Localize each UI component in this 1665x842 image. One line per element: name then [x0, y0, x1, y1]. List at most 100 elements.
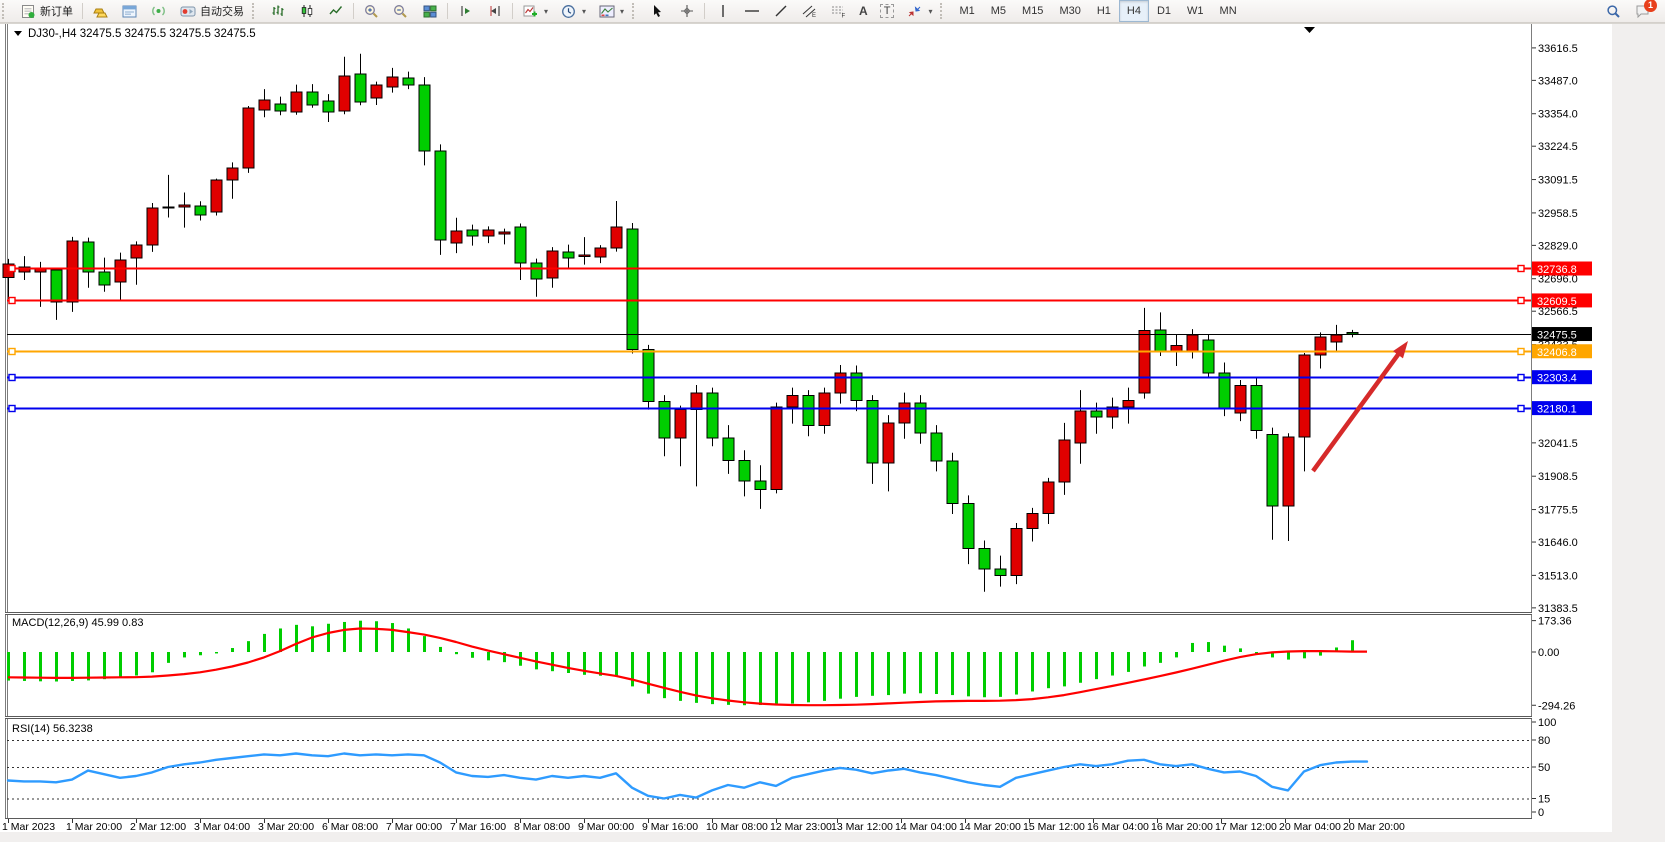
- bar-chart-button[interactable]: [263, 0, 292, 23]
- hline-handle[interactable]: [8, 264, 16, 273]
- price-level-label: 32180.1: [1537, 404, 1577, 416]
- vertical-line-button[interactable]: [708, 0, 737, 23]
- hline-handle[interactable]: [8, 347, 16, 356]
- price-tick-label: 32566.5: [1538, 306, 1578, 318]
- candle-body-up: [498, 231, 511, 235]
- timeframe-h4[interactable]: H4: [1118, 0, 1149, 22]
- signals-button[interactable]: [144, 0, 173, 23]
- candlestick-chart-button[interactable]: [292, 0, 321, 23]
- timeframe-m5[interactable]: M5: [990, 5, 1007, 17]
- clock-icon: [560, 3, 577, 20]
- crosshair-button[interactable]: [672, 0, 701, 23]
- deposit-button[interactable]: [86, 0, 115, 23]
- candle-body-up: [338, 75, 351, 112]
- candle-body-up: [770, 406, 783, 490]
- timeframe-h1[interactable]: H1: [1096, 5, 1111, 17]
- text-label-button[interactable]: T: [874, 0, 901, 23]
- timeframe-d1[interactable]: D1: [1156, 5, 1172, 17]
- rsi-axis-label: 15: [1538, 794, 1550, 806]
- time-tick-label: 7 Mar 00:00: [386, 821, 442, 833]
- notifications-button[interactable]: 1: [1628, 0, 1657, 23]
- auto-trading-icon: [179, 3, 196, 20]
- trendline-icon: [772, 3, 789, 20]
- price-tick-label: 33616.5: [1538, 43, 1578, 55]
- timeframe-m1[interactable]: M1: [959, 5, 975, 17]
- tile-windows-button[interactable]: [415, 0, 444, 23]
- trendline-button[interactable]: [766, 0, 795, 23]
- terminal-button[interactable]: [115, 0, 144, 23]
- time-tick-label: 12 Mar 23:00: [770, 821, 832, 833]
- toolbar-grip[interactable]: [2, 3, 11, 19]
- terminal-window-icon: [121, 3, 138, 20]
- auto-scroll-icon: [457, 3, 474, 20]
- channel-button[interactable]: E: [795, 0, 824, 23]
- timeframe-m15[interactable]: M15: [1022, 5, 1044, 17]
- chart-menu-triangle[interactable]: [14, 31, 22, 36]
- price-tick-label: 32829.0: [1538, 240, 1578, 252]
- time-tick-label: 9 Mar 00:00: [578, 821, 634, 833]
- zoom-in-button[interactable]: [357, 0, 386, 23]
- candle-body-down: [1266, 433, 1279, 507]
- candle-body-up: [1026, 512, 1039, 529]
- price-level-label: 32609.5: [1537, 296, 1577, 308]
- auto-trading-button[interactable]: 自动交易: [173, 0, 250, 23]
- hline-handle[interactable]: [8, 373, 16, 382]
- candle-body-up: [1106, 406, 1119, 418]
- timeframe-w1[interactable]: W1: [1187, 5, 1204, 17]
- search-button[interactable]: [1599, 0, 1628, 23]
- chart-canvas[interactable]: DJ30-,H4 32475.5 32475.5 32475.5 32475.5…: [0, 22, 1665, 842]
- hline-handle[interactable]: [8, 404, 16, 413]
- zoom-out-button[interactable]: [386, 0, 415, 23]
- timeframe-mn[interactable]: MN: [1219, 5, 1237, 17]
- price-axis[interactable]: 33616.5 33487.0 33354.0 33224.5 33091.5 32958…: [1532, 43, 1592, 615]
- candle-body-up: [210, 179, 223, 213]
- time-tick-label: 20 Mar 04:00: [1279, 821, 1341, 833]
- hline-handle[interactable]: [1517, 264, 1525, 273]
- timeframe-m30[interactable]: M30: [1059, 5, 1081, 17]
- time-tick-label: 7 Mar 16:00: [450, 821, 506, 833]
- toolbar-grip[interactable]: [940, 3, 949, 19]
- new-order-icon: [19, 3, 36, 20]
- candle-body-up: [1058, 439, 1071, 483]
- hline-handle[interactable]: [8, 296, 16, 305]
- indicators-button[interactable]: ▾: [516, 0, 554, 23]
- line-chart-button[interactable]: [321, 0, 350, 23]
- new-order-button[interactable]: 新订单: [13, 0, 79, 23]
- candle-body-up: [386, 76, 399, 88]
- candle-body-down: [738, 459, 751, 482]
- horizontal-line-button[interactable]: [737, 0, 766, 23]
- text-button[interactable]: A: [853, 0, 874, 23]
- candle-body-up: [1314, 336, 1327, 356]
- chart-shift-button[interactable]: [480, 0, 509, 23]
- hline-handle[interactable]: [1517, 296, 1525, 305]
- candle-body-down: [930, 432, 943, 462]
- toolbar-grip[interactable]: [252, 3, 261, 19]
- hline-handle[interactable]: [1517, 373, 1525, 382]
- trend-arrow[interactable]: [1311, 341, 1408, 473]
- candle-body-up: [242, 107, 255, 169]
- hline-handle[interactable]: [1517, 347, 1525, 356]
- fibonacci-button[interactable]: F: [824, 0, 853, 23]
- time-axis[interactable]: 1 Mar 2023 1 Mar 20:00 2 Mar 12:00 3 Mar 04…: [2, 819, 1405, 833]
- periods-button[interactable]: ▾: [554, 0, 592, 23]
- price-tick-label: 33091.5: [1538, 175, 1578, 187]
- crosshair-icon: [678, 3, 695, 20]
- time-tick-label: 16 Mar 04:00: [1087, 821, 1149, 833]
- candle-body-down: [434, 150, 447, 241]
- chart-scroll-marker[interactable]: [1304, 27, 1315, 33]
- toolbar-separator: [704, 3, 706, 19]
- hline-handle[interactable]: [1517, 404, 1525, 413]
- time-tick-label: 2 Mar 12:00: [130, 821, 186, 833]
- rsi-axis-label: 0: [1538, 807, 1544, 819]
- arrows-button[interactable]: ▾: [900, 0, 938, 23]
- auto-scroll-button[interactable]: [451, 0, 480, 23]
- templates-button[interactable]: ▾: [592, 0, 630, 23]
- time-tick-label: 15 Mar 12:00: [1023, 821, 1085, 833]
- toolbar-grip[interactable]: [632, 3, 641, 19]
- candle-body-up: [898, 402, 911, 424]
- cursor-button[interactable]: [643, 0, 672, 23]
- new-order-label: 新订单: [40, 6, 73, 18]
- candle-body-down: [962, 502, 975, 550]
- candle-body-down: [306, 91, 319, 106]
- candle-body-down: [946, 460, 959, 504]
